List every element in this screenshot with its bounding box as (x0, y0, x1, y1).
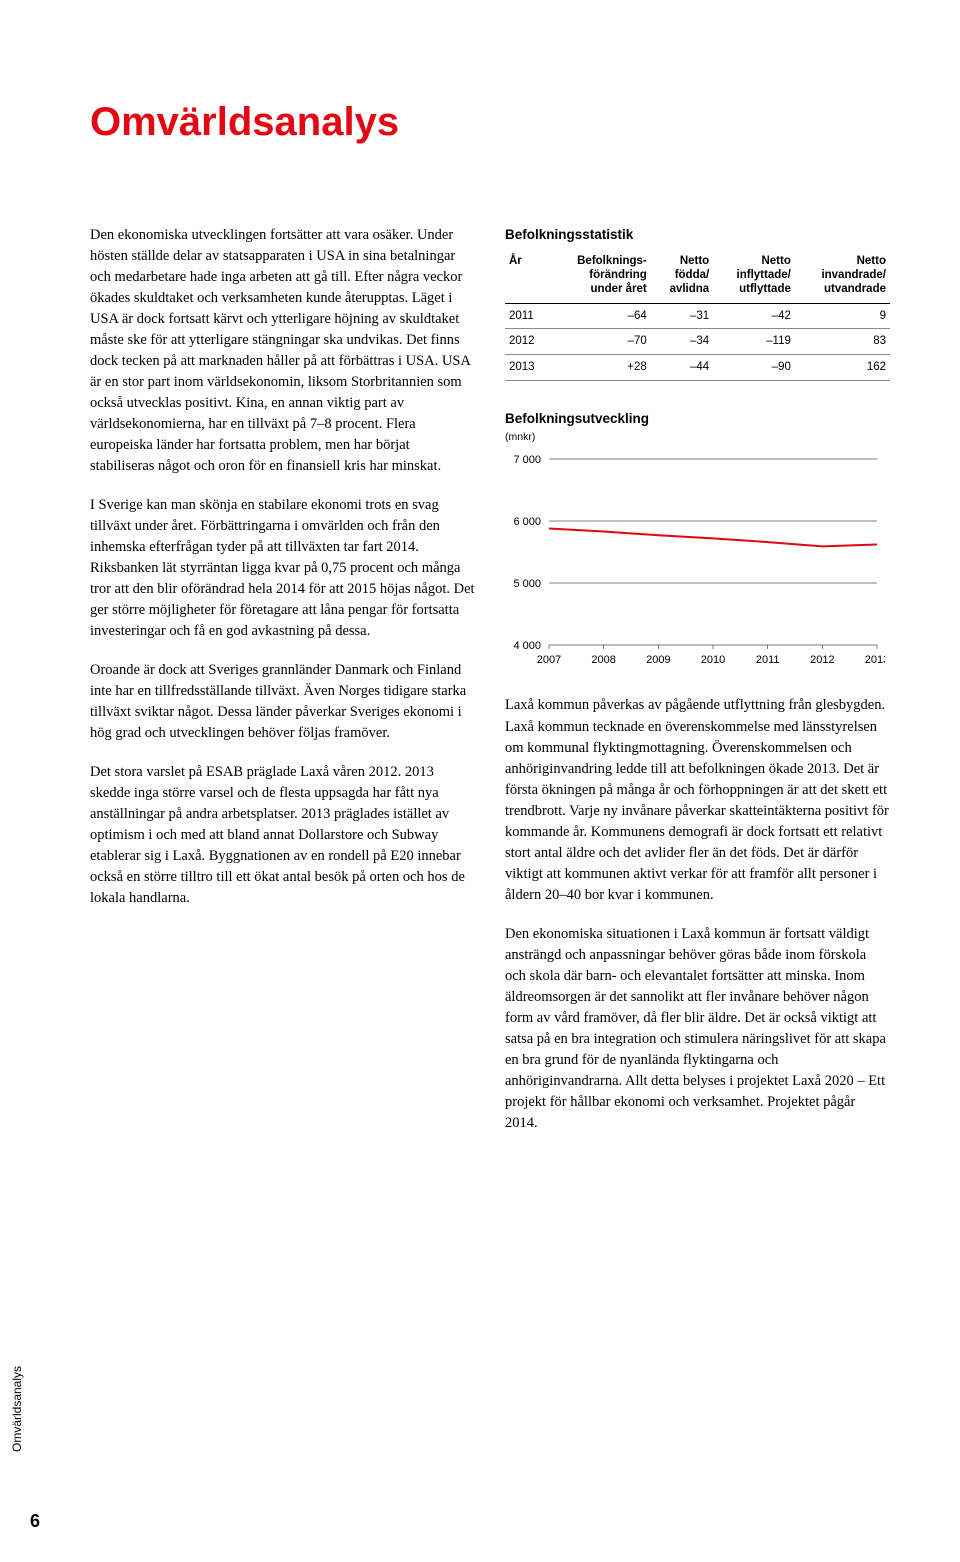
th-line: födda/ (675, 269, 710, 281)
chart-unit: (mnkr) (505, 430, 890, 445)
table-cell: 2012 (505, 329, 549, 355)
svg-text:2012: 2012 (810, 654, 834, 666)
svg-text:7 000: 7 000 (513, 454, 541, 466)
th-line: Befolknings- (577, 255, 647, 267)
th-line: inflyttade/ (737, 269, 791, 281)
th-line: avlidna (670, 283, 710, 295)
table-cell: +28 (549, 355, 651, 381)
population-chart: 7 000 6 000 5 000 4 000 2007 2008 2009 2010 2011… (505, 451, 890, 671)
col-header-move: Netto inflyttade/ utflyttade (713, 251, 795, 304)
th-line: Netto (857, 255, 886, 267)
th-line: Netto (680, 255, 709, 267)
col-header-born: Netto födda/ avlidna (651, 251, 713, 304)
body-paragraph: Den ekonomiska utvecklingen fortsätter a… (90, 225, 475, 477)
th-line: utflyttade (739, 283, 791, 295)
table-cell: 83 (795, 329, 890, 355)
th-line: Netto (761, 255, 790, 267)
table-cell: –70 (549, 329, 651, 355)
svg-text:2010: 2010 (701, 654, 725, 666)
table-cell: –119 (713, 329, 795, 355)
table-cell: 2013 (505, 355, 549, 381)
page-number: 6 (30, 1511, 40, 1532)
table-header-row: År Befolknings- förändring under året Ne… (505, 251, 890, 304)
svg-text:5 000: 5 000 (513, 578, 541, 590)
th-line: förändring (589, 269, 647, 281)
svg-text:2009: 2009 (646, 654, 670, 666)
svg-text:2008: 2008 (591, 654, 615, 666)
table-title: Befolkningsstatistik (505, 225, 890, 245)
svg-text:2013: 2013 (865, 654, 885, 666)
chart-title: Befolkningsutveckling (505, 409, 890, 429)
body-paragraph: Laxå kommun påverkas av pågående utflytt… (505, 695, 890, 905)
table-cell: –44 (651, 355, 713, 381)
two-column-layout: Den ekonomiska utvecklingen fortsätter a… (90, 225, 890, 1152)
svg-text:4 000: 4 000 (513, 640, 541, 652)
table-cell: –64 (549, 303, 651, 329)
table-cell: –42 (713, 303, 795, 329)
sidebar-section-label: Omvärldsanalys (10, 1366, 24, 1452)
population-statistics-table: År Befolknings- förändring under året Ne… (505, 251, 890, 381)
right-column: Befolkningsstatistik År Befolknings- för… (505, 225, 890, 1152)
table-cell: 162 (795, 355, 890, 381)
th-line: under året (591, 283, 647, 295)
table-row: 2011–64–31–429 (505, 303, 890, 329)
table-cell: –34 (651, 329, 713, 355)
table-cell: –90 (713, 355, 795, 381)
col-header-immig: Netto invandrade/ utvandrade (795, 251, 890, 304)
body-paragraph: Oroande är dock att Sveriges grannländer… (90, 660, 475, 744)
svg-text:6 000: 6 000 (513, 516, 541, 528)
left-column: Den ekonomiska utvecklingen fortsätter a… (90, 225, 475, 1152)
th-line: invandrade/ (821, 269, 886, 281)
body-paragraph: Det stora varslet på ESAB präglade Laxå … (90, 762, 475, 909)
body-paragraph: Den ekonomiska situationen i Laxå kommun… (505, 924, 890, 1134)
svg-text:2007: 2007 (537, 654, 561, 666)
table-row: 2012–70–34–11983 (505, 329, 890, 355)
page-title: Omvärldsanalys (90, 100, 890, 145)
table-cell: 2011 (505, 303, 549, 329)
table-cell: –31 (651, 303, 713, 329)
chart-svg: 7 000 6 000 5 000 4 000 2007 2008 2009 2010 2011… (505, 451, 885, 671)
th-line: utvandrade (824, 283, 886, 295)
body-paragraph: I Sverige kan man skönja en stabilare ek… (90, 495, 475, 642)
col-header-change: Befolknings- förändring under året (549, 251, 651, 304)
col-header-year: År (505, 251, 549, 304)
document-page: Omvärldsanalys Den ekonomiska utveckling… (0, 0, 960, 1202)
table-cell: 9 (795, 303, 890, 329)
svg-text:2011: 2011 (756, 654, 780, 666)
table-row: 2013+28–44–90162 (505, 355, 890, 381)
